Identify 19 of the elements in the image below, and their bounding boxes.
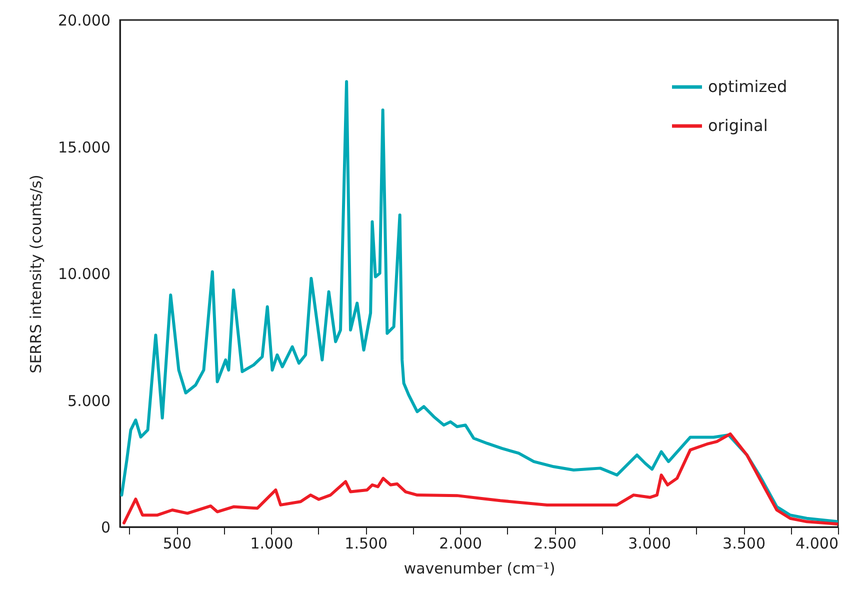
x-tick-label: 3.000	[628, 534, 672, 552]
x-tick-label: 2.000	[439, 534, 482, 552]
x-tick-label: 1.000	[250, 534, 294, 552]
y-axis-title: SERRS intensity (counts/s)	[27, 174, 46, 374]
y-tick-label: 0	[100, 518, 110, 536]
y-tick-label: 15.000	[58, 138, 110, 156]
y-tick-label: 5.000	[68, 392, 110, 410]
x-axis-title: wavenumber (cm⁻¹)	[404, 560, 556, 578]
x-tick-label: 3.500	[722, 534, 766, 552]
x-tick-label: 4.000	[796, 534, 838, 552]
x-tick-label: 2.500	[534, 534, 577, 552]
line-series	[120, 80, 838, 524]
y-tick-label: 10.000	[58, 265, 110, 283]
x-tick-label: 500	[162, 534, 192, 552]
y-tick-label: 20.000	[58, 12, 110, 30]
line-series	[122, 432, 838, 526]
legend-label: original	[708, 116, 768, 135]
x-tick-label: 1.500	[344, 534, 388, 552]
legend-label: optimized	[708, 77, 788, 96]
